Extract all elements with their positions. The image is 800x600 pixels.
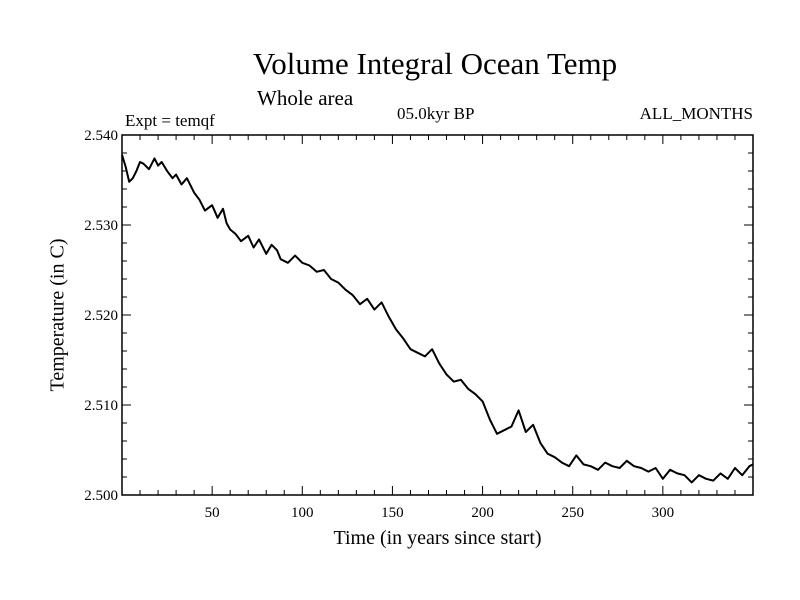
y-tick-label: 2.500 [84,488,118,504]
y-tick-label: 2.510 [84,398,118,414]
plot-frame [121,134,754,496]
x-tick-label: 200 [471,505,494,521]
y-tick-label: 2.530 [84,218,118,234]
x-tick-label: 300 [652,505,675,521]
period-label: 05.0kyr BP [397,104,475,123]
x-axis-label: Time (in years since start) [333,527,542,549]
y-tick-label: 2.540 [84,128,118,144]
x-tick-label: 250 [561,505,584,521]
x-tick-label: 150 [381,505,404,521]
months-label: ALL_MONTHS [639,104,753,123]
axis-tick-labels: 50 100 150 200 250 300 2.500 2.510 2.520 2.530 2.5… [84,128,674,521]
chart-title: Volume Integral Ocean Temp [252,46,618,81]
y-tick-label: 2.520 [84,308,118,324]
axis-ticks [122,135,753,495]
x-tick-label: 50 [205,505,220,521]
experiment-label: Expt = temqf [125,111,215,130]
x-tick-label: 100 [291,505,314,521]
series-line-temqf [121,154,754,484]
chart-subtitle: Whole area [257,86,354,110]
